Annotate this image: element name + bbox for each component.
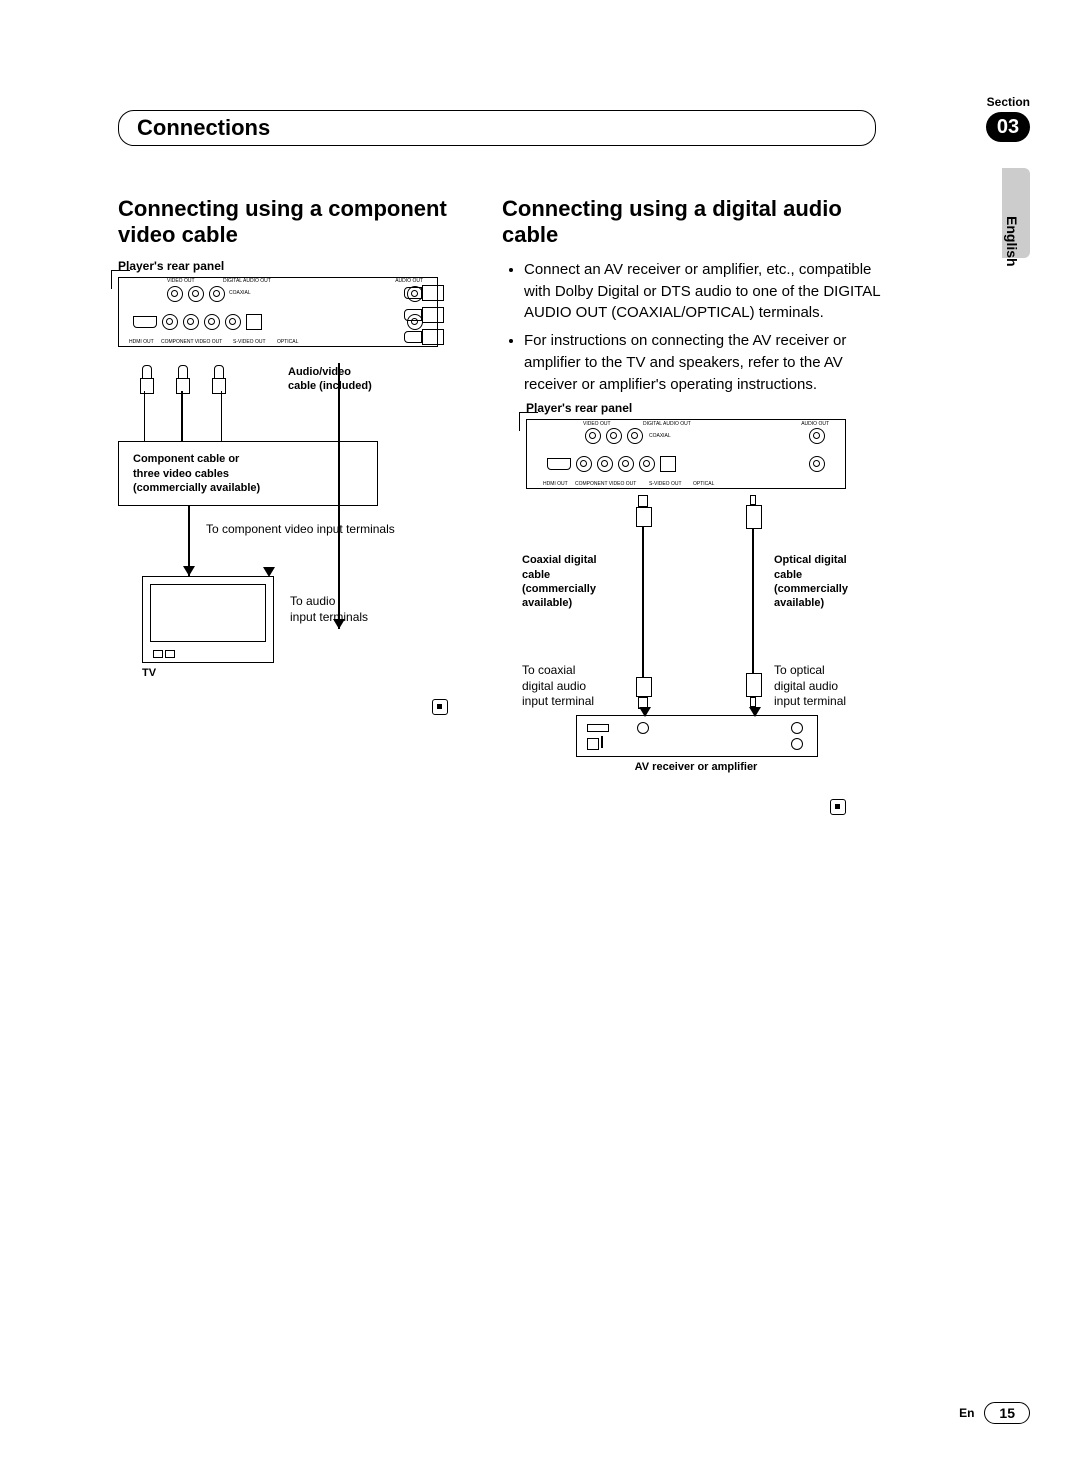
port-icon (809, 428, 825, 444)
arrow-down-icon (338, 363, 340, 629)
port-label: S-VIDEO OUT (649, 481, 682, 487)
left-column: Connecting using a component video cable… (118, 196, 478, 820)
bullet-item: For instructions on connecting the AV re… (524, 330, 882, 395)
language-tab-label: English (1004, 216, 1020, 267)
tv-icon (142, 576, 274, 663)
to-component-label: To component video input terminals (206, 522, 395, 538)
port-label: COMPONENT VIDEO OUT (575, 481, 636, 487)
component-plug-icon (140, 365, 152, 393)
to-audio-label: To audio input terminals (290, 594, 368, 625)
rca-plug-icon (422, 329, 444, 345)
port-label: HDMI OUT (129, 339, 154, 345)
section-number-badge: 03 (986, 112, 1030, 142)
language-tab: English (1002, 168, 1030, 258)
component-plug-icon (212, 365, 224, 393)
port-icon (585, 428, 601, 444)
port-label: VIDEO OUT (167, 278, 195, 284)
port-label: OPTICAL (693, 481, 714, 487)
end-section-icon (432, 699, 448, 715)
left-heading: Connecting using a component video cable (118, 196, 478, 249)
optical-port-icon (246, 314, 262, 330)
chapter-title: Connections (118, 110, 876, 146)
port-icon (188, 286, 204, 302)
section-label: Section (987, 95, 1030, 109)
port-icon (225, 314, 241, 330)
end-section-icon (830, 799, 846, 815)
av-receiver-label: AV receiver or amplifier (576, 761, 816, 773)
port-label: AUDIO OUT (395, 278, 423, 284)
optical-plug-icon (746, 495, 760, 707)
coaxial-plug-icon (636, 495, 650, 709)
bullet-item: Connect an AV receiver or amplifier, etc… (524, 259, 882, 324)
port-icon (597, 456, 613, 472)
port-label: VIDEO OUT (583, 421, 611, 427)
port-icon (576, 456, 592, 472)
bullet-list: Connect an AV receiver or amplifier, etc… (502, 259, 882, 396)
rear-panel-right: VIDEO OUT DIGITAL AUDIO OUT COAXIAL AUDI… (526, 419, 846, 489)
component-plug-icon (176, 365, 188, 393)
port-label: COAXIAL (649, 433, 671, 439)
port-icon (162, 314, 178, 330)
rca-plug-icon (422, 285, 444, 301)
digital-audio-diagram: VIDEO OUT DIGITAL AUDIO OUT COAXIAL AUDI… (526, 419, 846, 820)
rca-plug-icon (422, 307, 444, 323)
port-label: COAXIAL (229, 290, 251, 296)
optical-cable-label: Optical digital cable (commercially avai… (774, 553, 884, 610)
port-label: DIGITAL AUDIO OUT (643, 421, 691, 427)
arrow-down-icon (263, 567, 275, 577)
port-icon (618, 456, 634, 472)
page-number: 15 (984, 1402, 1030, 1424)
port-icon (606, 428, 622, 444)
port-icon (809, 456, 825, 472)
av-receiver-icon (576, 715, 818, 757)
port-label: AUDIO OUT (801, 421, 829, 427)
left-panel-label: Player's rear panel (118, 259, 478, 273)
to-optical-label: To optical digital audio input terminal (774, 663, 884, 710)
to-coaxial-label: To coaxial digital audio input terminal (522, 663, 628, 710)
port-icon (639, 456, 655, 472)
coaxial-cable-label: Coaxial digital cable (commercially avai… (522, 553, 628, 610)
tv-label: TV (142, 667, 274, 679)
port-icon (167, 286, 183, 302)
right-column: Connecting using a digital audio cable C… (502, 196, 882, 820)
port-icon (204, 314, 220, 330)
optical-port-icon (660, 456, 676, 472)
port-label: COMPONENT VIDEO OUT (161, 339, 222, 345)
right-panel-label: Player's rear panel (526, 401, 882, 415)
component-cable-label: Component cable or three video cables (c… (133, 452, 363, 495)
component-diagram: VIDEO OUT DIGITAL AUDIO OUT COAXIAL AUDI… (118, 277, 438, 720)
port-label: HDMI OUT (543, 481, 568, 487)
port-icon (183, 314, 199, 330)
rear-panel-left: VIDEO OUT DIGITAL AUDIO OUT COAXIAL AUDI… (118, 277, 438, 347)
port-label: S-VIDEO OUT (233, 339, 266, 345)
av-cable-label: Audio/video cable (included) (288, 365, 372, 394)
footer-lang: En (959, 1406, 974, 1420)
hdmi-port-icon (547, 458, 571, 470)
port-icon (627, 428, 643, 444)
port-icon (209, 286, 225, 302)
port-label: DIGITAL AUDIO OUT (223, 278, 271, 284)
arrow-down-icon (188, 506, 190, 576)
port-label: OPTICAL (277, 339, 298, 345)
hdmi-port-icon (133, 316, 157, 328)
footer: En 15 (959, 1402, 1030, 1424)
right-heading: Connecting using a digital audio cable (502, 196, 882, 249)
